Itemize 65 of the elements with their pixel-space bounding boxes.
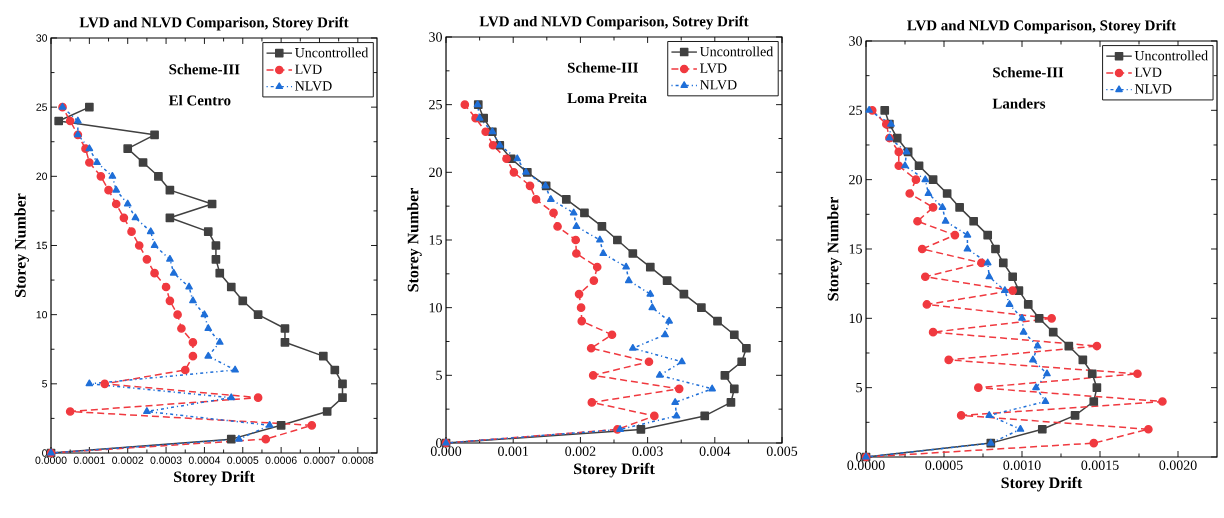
x-tick-label: 0.0006 [265, 456, 297, 464]
legend-label: Uncontrolled [295, 47, 369, 58]
annotation: Scheme-III [567, 62, 639, 73]
x-tick-label: 0.0008 [342, 456, 374, 464]
y-tick-label: 0 [436, 438, 442, 448]
x-axis-title: Storey Drift [174, 470, 255, 486]
x-tick-label: 0.0003 [150, 456, 182, 464]
x-tick-label: 0.0005 [227, 456, 259, 464]
y-axis-title: Storey Number [407, 188, 422, 292]
x-tick-label: 0.0007 [303, 456, 335, 464]
y-tick-label: 15 [849, 244, 862, 254]
x-tick-label: 0.001 [498, 446, 529, 456]
x-tick-label: 0.003 [632, 446, 663, 456]
y-tick-label: 20 [849, 174, 862, 185]
y-tick-label: 25 [36, 103, 48, 111]
x-axis-title: Storey Drift [574, 462, 655, 478]
annotation: Scheme-III [993, 66, 1064, 78]
x-axis-title: Storey Drift [1001, 476, 1083, 492]
x-tick-label: 0.005 [766, 446, 798, 456]
legend-label: LVD [700, 63, 727, 73]
y-tick-label: 10 [36, 310, 48, 319]
x-tick-label: 0.0002 [112, 456, 144, 464]
y-tick-label: 0 [42, 449, 48, 457]
y-tick-label: 15 [36, 241, 48, 250]
y-tick-label: 30 [849, 36, 862, 46]
chart-title: LVD and NLVD Comparison, Storey Drift [79, 16, 349, 31]
x-tick-label: 0.0000 [35, 456, 67, 464]
legend-label: Uncontrolled [1134, 50, 1208, 61]
annotation: Landers [992, 98, 1046, 109]
x-tick-label: 0.0001 [73, 456, 105, 464]
annotation: El Centro [168, 94, 231, 106]
y-tick-label: 25 [849, 105, 862, 116]
y-tick-label: 25 [429, 99, 442, 110]
y-tick-label: 20 [429, 167, 442, 178]
legend-label: NLVD [700, 80, 737, 90]
x-tick-label: 0.002 [565, 446, 596, 456]
x-tick-label: 0.004 [699, 446, 731, 456]
y-tick-label: 20 [36, 172, 48, 181]
y-axis-title: Storey Number [827, 197, 842, 301]
x-tick-label: 0.0015 [1081, 460, 1119, 470]
y-axis-title: Storey Number [14, 193, 30, 297]
x-tick-label: 0.0010 [1003, 460, 1041, 470]
y-tick-label: 10 [429, 302, 442, 313]
x-tick-label: 0.0020 [1159, 460, 1197, 470]
chart-title: LVD and NLVD Comparison, Sotrey Drift [479, 15, 749, 30]
x-tick-label: 0.0005 [925, 460, 963, 470]
legend-label: NLVD [1134, 84, 1172, 94]
y-tick-label: 10 [849, 313, 862, 324]
y-tick-label: 30 [429, 32, 442, 42]
y-tick-label: 5 [42, 380, 48, 388]
y-tick-label: 15 [429, 235, 442, 245]
legend-label: LVD [1134, 67, 1162, 78]
legend-label: LVD [295, 64, 322, 75]
annotation: Scheme-III [169, 63, 240, 75]
x-tick-label: 0.0004 [188, 456, 221, 464]
x-tick-label: 0.000 [430, 446, 462, 456]
x-tick-label: 0.0000 [847, 460, 885, 470]
y-tick-label: 0 [856, 452, 862, 462]
y-tick-label: 5 [436, 370, 442, 380]
y-tick-label: 5 [856, 383, 862, 393]
annotation: Loma Preita [567, 92, 647, 104]
legend-label: Uncontrolled [699, 46, 774, 57]
chart-title: LVD and NLVD Comparison, Storey Drift [907, 19, 1177, 34]
y-tick-label: 30 [36, 34, 48, 42]
legend-label: NLVD [295, 81, 332, 91]
